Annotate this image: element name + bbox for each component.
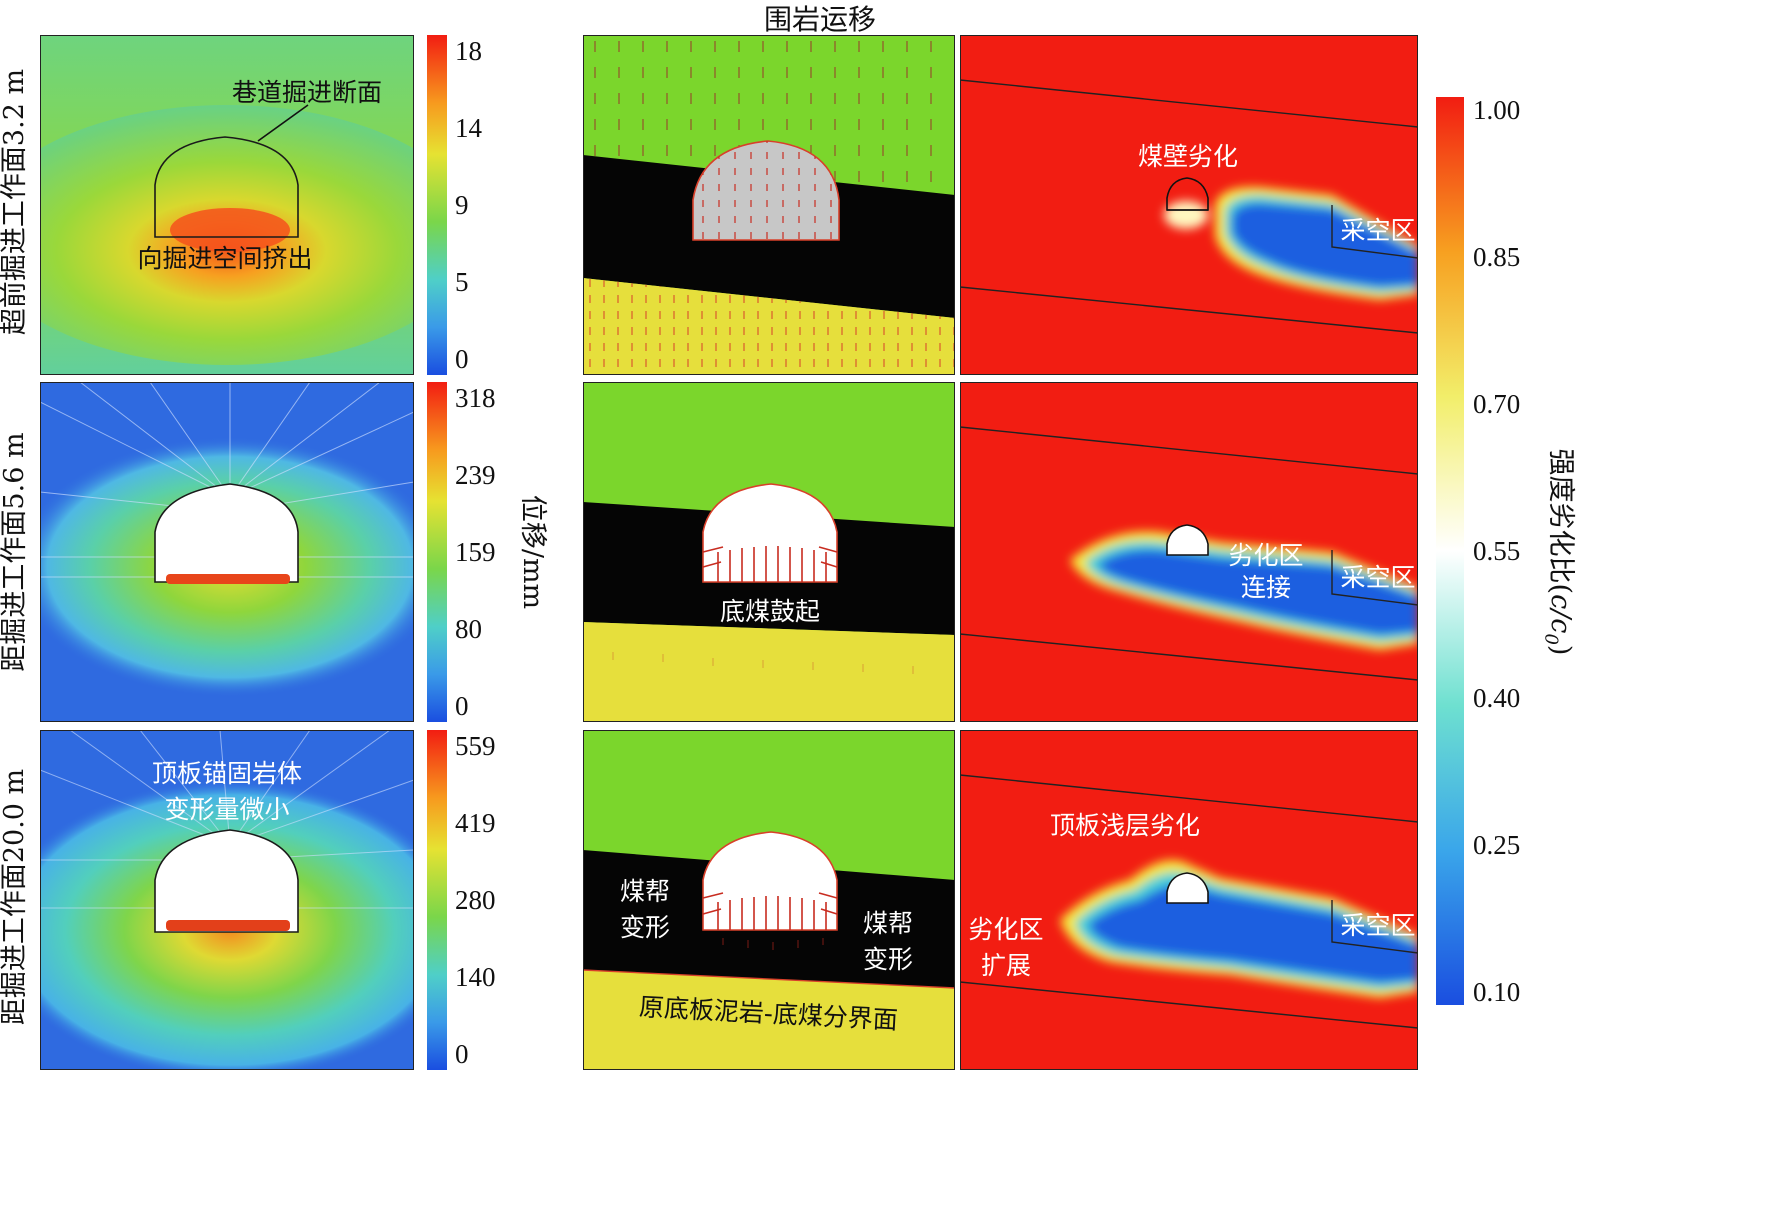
cb1-tick-3: 5 (455, 267, 469, 297)
movement-panel-row3: 煤帮 变形 煤帮 变形 原底板泥岩-底煤分界面 (583, 730, 955, 1070)
cb3-tick-1: 419 (455, 808, 496, 838)
cb3-tick-0: 559 (455, 731, 496, 761)
strength-axis-label: 强度劣化比(c/c0) (1540, 448, 1576, 656)
cb1-tick-1: 14 (455, 113, 482, 143)
displacement-colorbar-1 (427, 35, 447, 375)
label-coal-wall: 煤壁劣化 (1138, 142, 1238, 171)
label-goaf-2: 采空区 (1340, 563, 1415, 592)
displacement-axis-label: 位移/mm (517, 494, 548, 610)
cb2-tick-4: 0 (455, 691, 469, 721)
label-floor-heave: 底煤鼓起 (720, 597, 820, 626)
displacement-panel-row3: 顶板锚固岩体 变形量微小 (40, 730, 414, 1070)
degradation-panel-row3: 顶板浅层劣化 劣化区 扩展 采空区 (960, 730, 1418, 1070)
displacement-panel-row2 (40, 382, 414, 722)
label-connect-2: 连接 (1241, 573, 1291, 602)
cb1-tick-2: 9 (455, 190, 469, 220)
scb-tick-3: 0.55 (1473, 536, 1521, 566)
scb-tick-5: 0.25 (1473, 830, 1521, 860)
cb1-tick-4: 0 (455, 344, 469, 374)
scb-tick-1: 0.85 (1473, 242, 1521, 272)
cb3-tick-2: 280 (455, 885, 496, 915)
scb-tick-6: 0.10 (1473, 977, 1521, 1007)
label-roof-anchored-1: 顶板锚固岩体 (152, 759, 302, 788)
top-caption: 围岩运移 (763, 3, 876, 36)
scb-tick-0: 1.00 (1473, 95, 1521, 125)
label-shallow-roof: 顶板浅层劣化 (1050, 811, 1200, 840)
row-label-1: 超前掘进工作面3.2 m (0, 68, 30, 336)
label-rib-left-1: 煤帮 (620, 877, 670, 906)
cb2-tick-3: 80 (455, 614, 482, 644)
label-goaf-1: 采空区 (1340, 216, 1415, 245)
cb2-tick-2: 159 (455, 537, 496, 567)
label-roof-anchored-2: 变形量微小 (164, 795, 289, 824)
row-label-3: 距掘进工作面20.0 m (0, 768, 30, 1026)
label-extrude: 向掘进空间挤出 (137, 244, 312, 273)
cb2-tick-1: 239 (455, 460, 496, 490)
row-label-2: 距掘进工作面5.6 m (0, 432, 30, 672)
section-leader-line (257, 104, 309, 142)
label-roadway-section: 巷道掘进断面 (232, 78, 382, 107)
label-rib-right-1: 煤帮 (863, 909, 913, 938)
displacement-colorbar-2 (427, 382, 447, 722)
label-goaf-3: 采空区 (1340, 911, 1415, 940)
cb1-tick-0: 18 (455, 36, 482, 66)
strength-colorbar (1436, 97, 1464, 1005)
displacement-colorbar-3 (427, 730, 447, 1070)
cb3-tick-3: 140 (455, 962, 496, 992)
degradation-panel-row2: 劣化区 连接 采空区 (960, 382, 1418, 722)
displacement-panel-row1: 巷道掘进断面 向掘进空间挤出 (40, 35, 414, 375)
cb2-tick-0: 318 (455, 383, 496, 413)
label-rib-right-2: 变形 (863, 945, 913, 974)
label-connect-1: 劣化区 (1228, 541, 1303, 570)
movement-panel-row1 (583, 35, 955, 375)
label-rib-left-2: 变形 (620, 913, 670, 942)
scb-tick-2: 0.70 (1473, 389, 1521, 419)
label-expand-1: 劣化区 (968, 915, 1043, 944)
cb3-tick-4: 0 (455, 1039, 469, 1069)
degradation-panel-row1: 煤壁劣化 采空区 (960, 35, 1418, 375)
scb-tick-4: 0.40 (1473, 683, 1521, 713)
movement-panel-row2: 底煤鼓起 (583, 382, 955, 722)
label-expand-2: 扩展 (981, 951, 1031, 980)
